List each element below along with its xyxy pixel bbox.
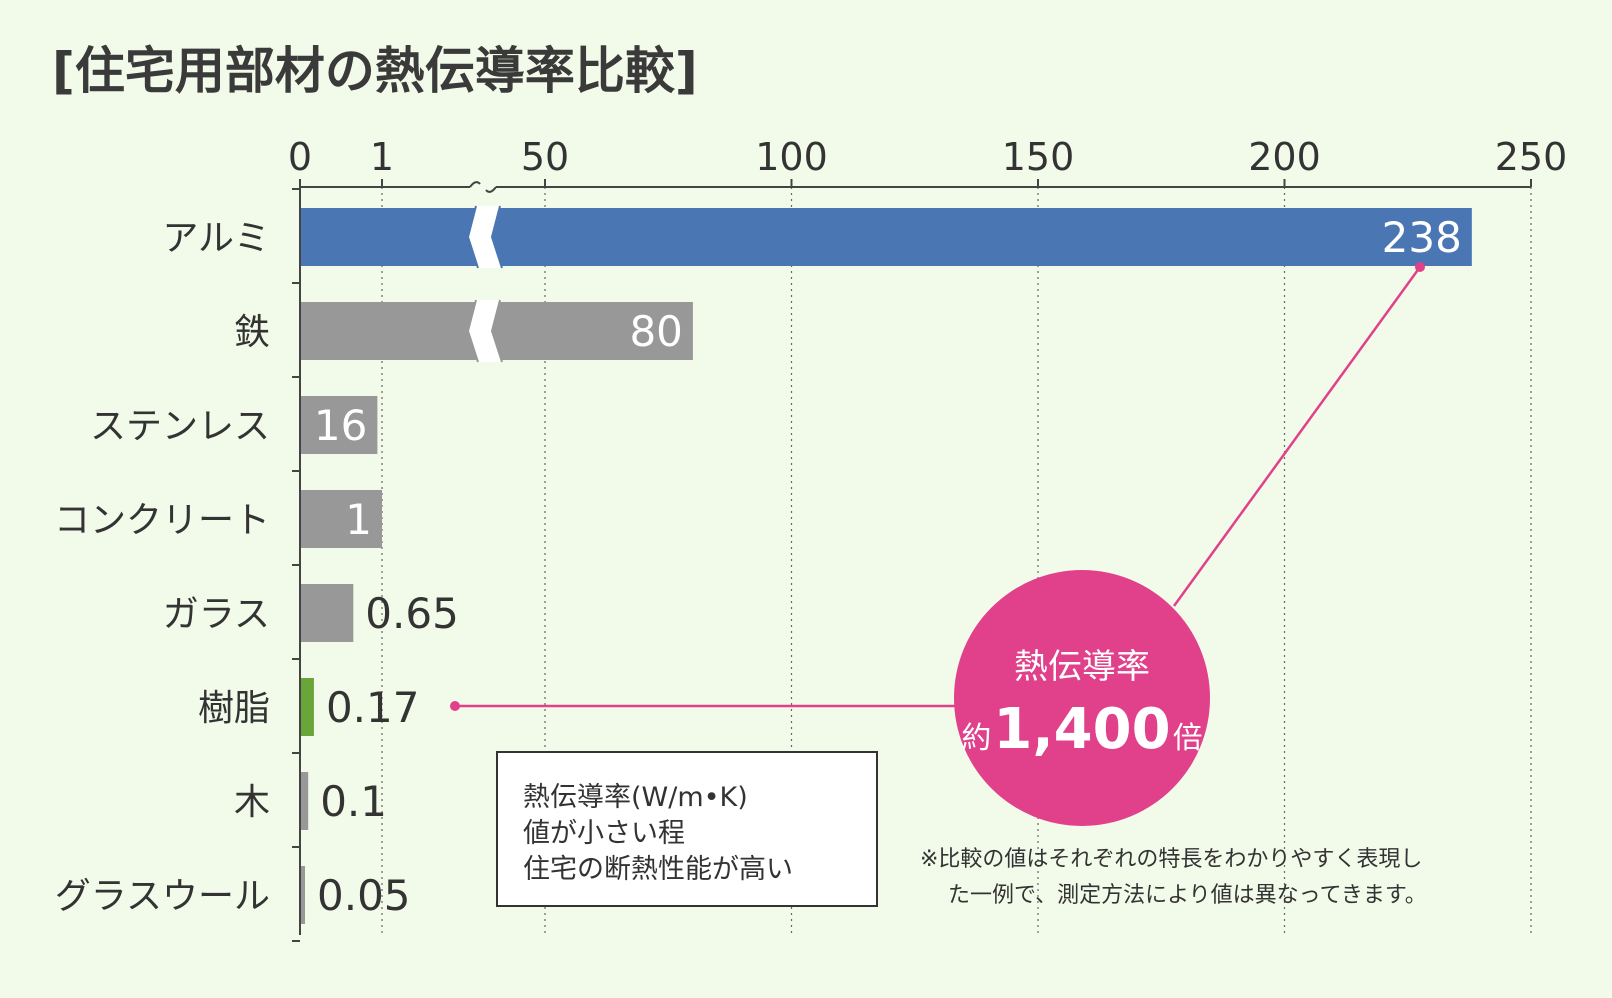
callout-circle [954, 570, 1210, 826]
chart-title: [住宅用部材の熱伝導率比較] [52, 42, 698, 100]
bar-layer [301, 205, 1472, 924]
x-tick-label: 200 [1248, 135, 1321, 179]
label-layer: アルミ 238 鉄 80 ステンレス 16 コンクリート 1 ガラス 0.65 樹脂 0.17 木 0.1… [54, 213, 1462, 920]
value-label: 0.1 [320, 777, 387, 826]
legend-box-line: 熱伝導率(W/m•K) [523, 782, 748, 813]
bar-break-gap [468, 300, 502, 362]
category-label: 鉄 [234, 312, 270, 353]
x-tick-label: 0 [288, 135, 312, 179]
callout-value-line: 約1,400倍 [961, 697, 1202, 762]
callout-prefix: 約 [961, 721, 991, 756]
value-label: 80 [629, 307, 682, 356]
category-label: グラスウール [55, 876, 270, 917]
legend-box [496, 751, 878, 907]
x-tick-label: 50 [521, 135, 569, 179]
legend-box-line: 住宅の断熱性能が高い [523, 854, 793, 885]
callout-dot [450, 701, 460, 711]
value-label: 238 [1382, 213, 1462, 262]
value-label: 0.65 [365, 589, 459, 638]
grid-layer [381, 187, 1532, 935]
bar-break-gap [468, 206, 502, 268]
legend-box-line: 値が小さい程 [523, 818, 685, 849]
category-label: 樹脂 [198, 688, 270, 729]
callout-value: 1,400 [993, 697, 1170, 762]
axis-break-mark [469, 181, 481, 188]
category-label: アルミ [162, 218, 270, 259]
axis-break-mark [485, 186, 497, 193]
footnote-line: た一例で、測定方法により値は異なってきます。 [948, 883, 1427, 908]
value-label: 16 [314, 401, 367, 450]
callout-connector [1172, 266, 1422, 607]
bar-break-edge [466, 205, 479, 269]
bar-4 [301, 584, 354, 642]
category-label: ステンレス [90, 406, 270, 447]
x-tick-label: 250 [1495, 135, 1568, 179]
category-label: 木 [234, 782, 270, 823]
value-label: 0.05 [317, 871, 411, 920]
bar-3 [301, 490, 382, 548]
callout-title: 熱伝導率 [1014, 647, 1150, 687]
bar-7 [301, 866, 305, 924]
axis-layer: 0 1 50 100 150 200 250 [288, 135, 1568, 942]
title-layer: [住宅用部材の熱伝導率比較] [52, 42, 698, 100]
bar-break-edge [490, 299, 503, 363]
category-label: ガラス [163, 594, 270, 635]
category-label: コンクリート [54, 500, 270, 541]
x-tick-label: 150 [1002, 135, 1075, 179]
value-label: 0.17 [326, 683, 420, 732]
callout-suffix: 倍 [1173, 721, 1203, 756]
bar-break-edge [490, 205, 503, 269]
value-label: 1 [345, 495, 372, 544]
bar-break-edge [466, 299, 479, 363]
bar-6 [301, 772, 309, 830]
note-layer: ※比較の値はそれぞれの特長をわかりやすく表現した一例で、測定方法により値は異なっ… [920, 847, 1427, 908]
callout-dot [1415, 262, 1425, 272]
x-tick-label: 1 [370, 135, 394, 179]
x-tick-label: 100 [755, 135, 828, 179]
bar-2 [301, 396, 378, 454]
bar-5 [301, 678, 314, 736]
footnote-line: ※比較の値はそれぞれの特長をわかりやすく表現し [920, 847, 1422, 872]
